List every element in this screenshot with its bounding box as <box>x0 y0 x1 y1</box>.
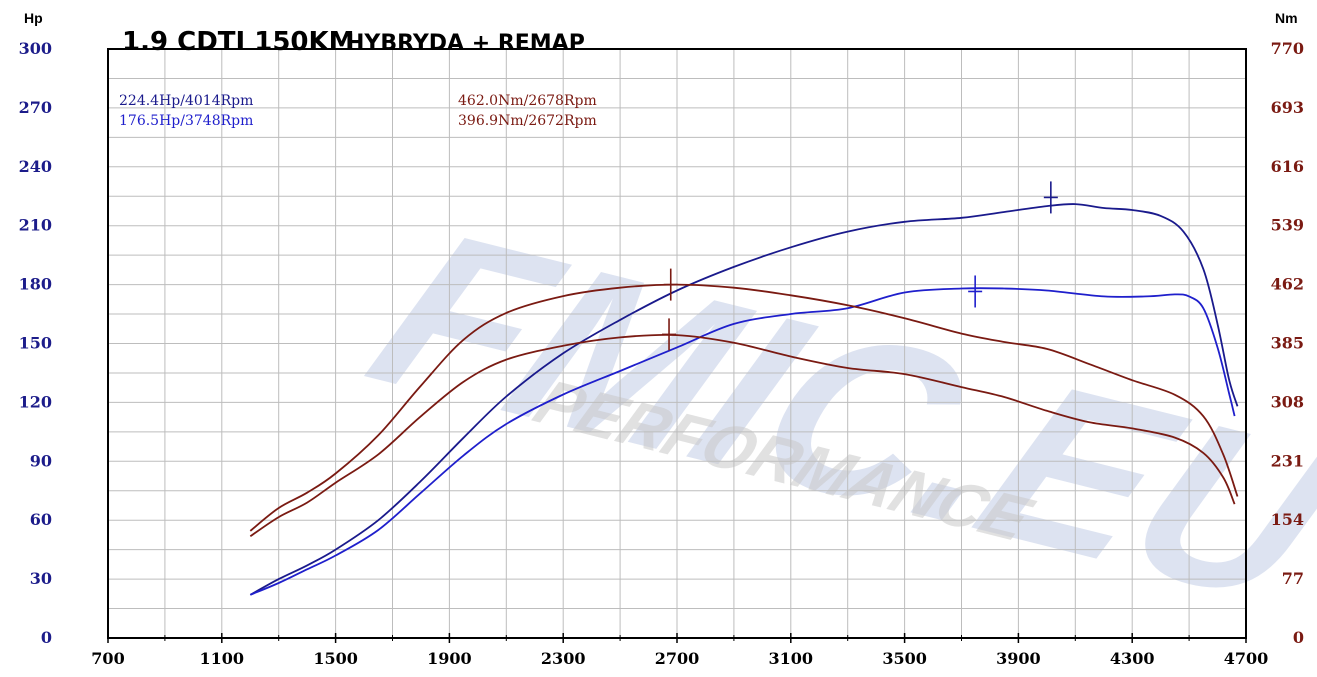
x-tick-label: 1500 <box>313 649 358 668</box>
annotation-nm-stock: 396.9Nm/2672Rpm <box>458 113 597 129</box>
left-tick-label: 240 <box>19 157 52 176</box>
left-axis: 0 30 60 90 120 150 180 210 240 270 300 <box>19 39 52 647</box>
left-tick-label: 180 <box>19 275 52 294</box>
left-tick-label: 0 <box>41 628 52 647</box>
x-tick-label: 700 <box>91 649 124 668</box>
left-tick-label: 210 <box>19 216 52 235</box>
series-hp-tuned-line <box>249 203 1239 596</box>
right-tick-label: 154 <box>1271 510 1304 529</box>
x-tick-label: 1100 <box>200 649 245 668</box>
x-tick-label: 4700 <box>1224 649 1269 668</box>
series-nm-stock-line <box>249 333 1236 538</box>
right-tick-label: 231 <box>1271 451 1304 470</box>
left-tick-label: 60 <box>30 510 52 529</box>
left-tick-label: 300 <box>19 39 52 58</box>
x-tick-label: 3500 <box>882 649 927 668</box>
chart-title: 1.9 CDTI 150KM <box>122 27 355 57</box>
x-tick-label: 2700 <box>655 649 700 668</box>
right-tick-label: 770 <box>1271 39 1304 58</box>
right-axis: 0 77 154 231 308 385 462 539 616 693 770 <box>1271 39 1304 647</box>
right-axis-unit: Nm <box>1275 10 1298 26</box>
x-tick-label: 3900 <box>996 649 1041 668</box>
left-tick-label: 270 <box>19 98 52 117</box>
right-tick-label: 0 <box>1293 628 1304 647</box>
series-nm-tuned-line <box>249 283 1239 532</box>
left-tick-label: 90 <box>30 451 52 470</box>
x-tick-label: 4300 <box>1110 649 1155 668</box>
right-tick-label: 616 <box>1271 157 1304 176</box>
grid <box>108 49 1246 638</box>
right-tick-label: 385 <box>1271 334 1304 353</box>
chart-subtitle: HYBRYDA + REMAP <box>346 31 585 56</box>
series-group <box>249 181 1239 596</box>
annotation-nm-tuned: 462.0Nm/2678Rpm <box>458 93 597 109</box>
right-tick-label: 693 <box>1271 98 1304 117</box>
annotation-hp-tuned: 224.4Hp/4014Rpm <box>119 93 253 109</box>
left-tick-label: 150 <box>19 334 52 353</box>
right-tick-label: 308 <box>1271 392 1304 411</box>
x-tick-label: 1900 <box>427 649 472 668</box>
right-tick-label: 462 <box>1271 275 1304 294</box>
x-axis: 700 1100 1500 1900 2300 2700 3100 3500 3900 4300 4… <box>91 633 1268 668</box>
annotation-hp-stock: 176.5Hp/3748Rpm <box>119 113 253 129</box>
x-tick-label: 3100 <box>769 649 814 668</box>
left-axis-unit: Hp <box>24 10 43 26</box>
series-hp-stock-line <box>249 287 1236 596</box>
right-tick-label: 539 <box>1271 216 1304 235</box>
left-tick-label: 120 <box>19 392 52 411</box>
x-tick-label: 2300 <box>541 649 586 668</box>
left-tick-label: 30 <box>30 569 52 588</box>
right-tick-label: 77 <box>1282 569 1304 588</box>
